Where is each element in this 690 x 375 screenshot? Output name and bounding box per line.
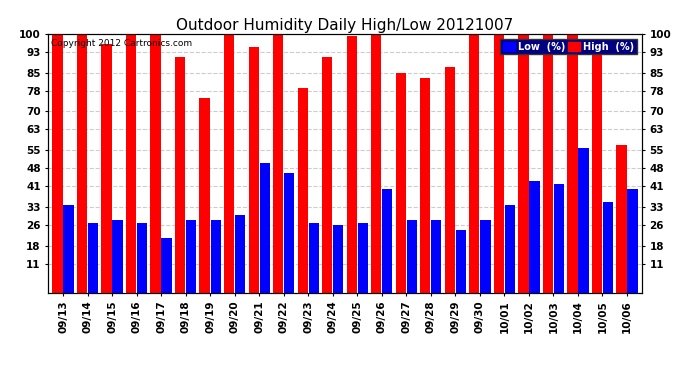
- Bar: [199, 99, 210, 292]
- Bar: [101, 44, 112, 292]
- Bar: [88, 223, 98, 292]
- Bar: [592, 49, 602, 292]
- Bar: [567, 34, 578, 292]
- Bar: [578, 148, 589, 292]
- Bar: [455, 230, 466, 292]
- Bar: [77, 34, 87, 292]
- Bar: [357, 223, 368, 292]
- Bar: [235, 215, 246, 292]
- Bar: [52, 34, 63, 292]
- Bar: [469, 34, 480, 292]
- Bar: [273, 34, 284, 292]
- Bar: [616, 145, 627, 292]
- Bar: [627, 189, 638, 292]
- Bar: [308, 223, 319, 292]
- Bar: [444, 68, 455, 292]
- Legend: Low  (%), High  (%): Low (%), High (%): [500, 39, 637, 54]
- Bar: [150, 34, 161, 292]
- Bar: [248, 47, 259, 292]
- Bar: [554, 184, 564, 292]
- Bar: [161, 238, 172, 292]
- Bar: [529, 181, 540, 292]
- Bar: [382, 189, 393, 292]
- Bar: [186, 220, 196, 292]
- Bar: [175, 57, 185, 292]
- Bar: [259, 163, 270, 292]
- Bar: [224, 34, 235, 292]
- Bar: [346, 36, 357, 292]
- Bar: [210, 220, 221, 292]
- Bar: [137, 223, 147, 292]
- Title: Outdoor Humidity Daily High/Low 20121007: Outdoor Humidity Daily High/Low 20121007: [177, 18, 513, 33]
- Bar: [543, 34, 553, 292]
- Bar: [406, 220, 417, 292]
- Bar: [63, 204, 74, 292]
- Bar: [603, 202, 613, 292]
- Bar: [371, 34, 382, 292]
- Bar: [431, 220, 442, 292]
- Bar: [518, 34, 529, 292]
- Bar: [420, 78, 431, 292]
- Bar: [505, 204, 515, 292]
- Bar: [284, 174, 295, 292]
- Bar: [494, 34, 504, 292]
- Bar: [297, 88, 308, 292]
- Text: Copyright 2012 Cartronics.com: Copyright 2012 Cartronics.com: [51, 39, 193, 48]
- Bar: [333, 225, 344, 292]
- Bar: [395, 73, 406, 292]
- Bar: [322, 57, 333, 292]
- Bar: [126, 34, 136, 292]
- Bar: [480, 220, 491, 292]
- Bar: [112, 220, 123, 292]
